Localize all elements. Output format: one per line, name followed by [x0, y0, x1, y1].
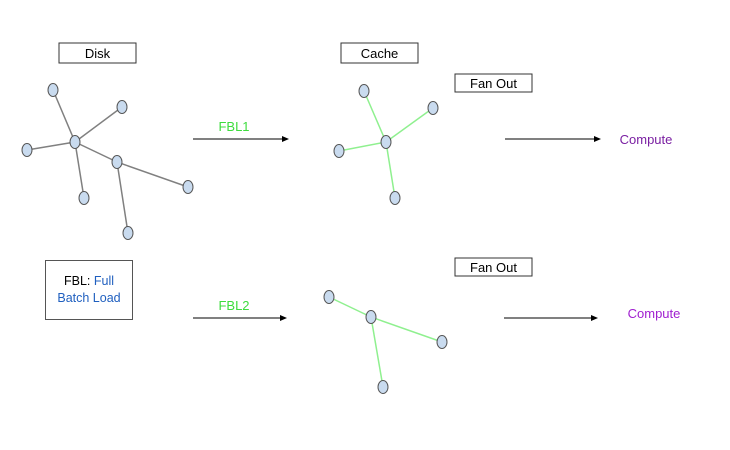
- legend-line-1: FBL: Full: [46, 273, 132, 290]
- disk-edge: [74, 106, 123, 143]
- graph-node: [380, 135, 392, 149]
- disk-label: Disk: [85, 46, 111, 61]
- graph-node: [358, 84, 370, 98]
- disk-edge: [116, 161, 129, 234]
- graph-node: [389, 191, 401, 205]
- cache-edge: [385, 107, 434, 143]
- cache-label-box: [340, 42, 419, 64]
- graph-node: [116, 100, 128, 114]
- cache-edge: [328, 296, 372, 318]
- disk-edge: [52, 89, 76, 143]
- fbl2-label: FBL2: [218, 298, 249, 313]
- cache-bottom-nodes: [323, 290, 448, 394]
- graph-node: [427, 101, 439, 115]
- cache-label: Cache: [361, 46, 399, 61]
- cache-edge: [338, 141, 387, 152]
- fan-out-top-label: Fan Out: [470, 76, 517, 91]
- graph-node: [47, 83, 59, 97]
- disk-edge: [116, 161, 189, 188]
- compute-bottom-label: Compute: [628, 306, 681, 321]
- graph-node: [78, 191, 90, 205]
- cache-graph-top: [338, 90, 434, 199]
- cache-edge: [370, 316, 443, 343]
- fbl1-label: FBL1: [218, 119, 249, 134]
- graph-node: [111, 155, 123, 169]
- legend-prefix: FBL:: [63, 274, 91, 288]
- graph-node: [333, 144, 345, 158]
- legend-batch-load: Batch Load: [57, 291, 121, 305]
- fan-out-bottom-label: Fan Out: [470, 260, 517, 275]
- cache-edge: [363, 90, 387, 143]
- disk-edge: [26, 141, 76, 151]
- fan-out-top-box: [454, 73, 533, 93]
- graph-node: [69, 135, 81, 149]
- graph-node: [21, 143, 33, 157]
- graph-node: [377, 380, 389, 394]
- cache-graph-bottom: [328, 296, 443, 388]
- graph-node: [436, 335, 448, 349]
- disk-edge: [74, 141, 118, 163]
- graph-node: [365, 310, 377, 324]
- legend-box: FBL: Full Batch Load: [45, 260, 133, 320]
- cache-edge: [370, 316, 384, 388]
- compute-top-label: Compute: [620, 132, 673, 147]
- cache-top-nodes: [333, 84, 439, 205]
- graph-node: [182, 180, 194, 194]
- cache-edge: [385, 141, 396, 199]
- disk-label-box: [58, 42, 137, 64]
- graph-node: [122, 226, 134, 240]
- disk-edge: [74, 141, 85, 199]
- fan-out-bottom-box: [454, 257, 533, 277]
- disk-graph: [26, 89, 189, 234]
- legend-full: Full: [93, 274, 115, 288]
- disk-nodes: [21, 83, 194, 240]
- graph-node: [323, 290, 335, 304]
